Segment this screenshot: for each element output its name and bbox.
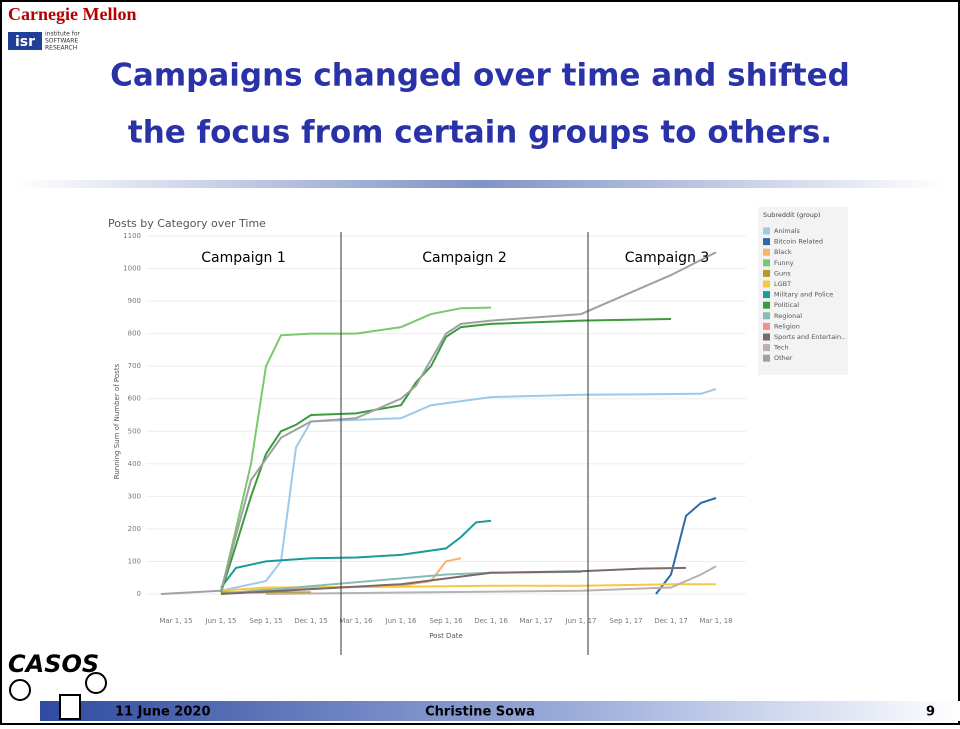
legend-swatch (763, 238, 770, 245)
campaign-label: Campaign 3 (625, 250, 709, 266)
slide-title: the focus from certain groups to others. (128, 115, 832, 151)
legend-label: Political (774, 301, 799, 309)
legend-label: Bitcoin Related (774, 238, 823, 246)
legend-swatch (763, 323, 770, 330)
isr-logo-text: isr (15, 34, 35, 50)
campaign-label: Campaign 2 (422, 250, 506, 266)
x-tick-label: Sep 1, 15 (249, 617, 282, 625)
x-tick-label: Dec 1, 16 (474, 617, 508, 625)
page-number: 9 (926, 705, 935, 720)
legend-title: Subreddit (group) (763, 211, 821, 219)
legend-label: Other (774, 354, 793, 362)
legend-swatch (763, 281, 770, 288)
university: Carnegie Mellon (8, 4, 136, 24)
x-tick-label: Sep 1, 17 (609, 617, 642, 625)
slide-title: Campaigns changed over time and shifted (110, 58, 850, 94)
legend-swatch (763, 259, 770, 266)
campaign-label: Campaign 1 (201, 250, 285, 266)
legend-swatch (763, 302, 770, 309)
y-tick-label: 400 (128, 460, 141, 468)
slide: Carnegie Mellon isr institute for SOFTWA… (0, 0, 960, 725)
y-tick-label: 1100 (123, 232, 141, 240)
footer-author: Christine Sowa (425, 705, 535, 720)
legend-label: LGBT (774, 280, 791, 288)
y-tick-label: 1000 (123, 265, 141, 273)
y-tick-label: 900 (128, 297, 141, 305)
legend-swatch (763, 334, 770, 341)
institute-line: institute for (45, 31, 81, 38)
legend-label: Animals (774, 227, 800, 235)
x-tick-label: Dec 1, 15 (294, 617, 328, 625)
y-tick-label: 200 (128, 525, 141, 533)
x-axis-label: Post Date (429, 632, 463, 640)
legend-swatch (763, 355, 770, 362)
legend-label: Sports and Entertain.. (774, 333, 845, 341)
legend-label: Guns (774, 269, 791, 277)
y-tick-label: 100 (128, 557, 141, 565)
legend-swatch (763, 249, 770, 256)
x-tick-label: Mar 1, 18 (699, 617, 732, 625)
casos-icon (10, 680, 30, 700)
x-tick-label: Mar 1, 17 (519, 617, 552, 625)
y-tick-label: 300 (128, 492, 141, 500)
casos-icon (86, 673, 106, 693)
y-tick-label: 600 (128, 395, 141, 403)
x-tick-label: Jun 1, 17 (565, 617, 597, 625)
x-tick-label: Sep 1, 16 (429, 617, 463, 625)
y-tick-label: 500 (128, 427, 141, 435)
casos-logo: CASOS (8, 650, 99, 678)
legend-swatch (763, 344, 770, 351)
y-axis-label: Running Sum of Number of Posts (113, 363, 121, 479)
legend-swatch (763, 270, 770, 277)
x-tick-label: Jun 1, 16 (385, 617, 418, 625)
legend-swatch (763, 291, 770, 298)
legend-label: Black (774, 248, 792, 256)
y-tick-label: 0 (137, 590, 141, 598)
x-tick-label: Mar 1, 16 (339, 617, 373, 625)
x-tick-label: Jun 1, 15 (205, 617, 237, 625)
page: Carnegie Mellon isr institute for SOFTWA… (0, 0, 960, 725)
legend-label: Military and Police (774, 291, 833, 299)
header-rule (15, 180, 945, 188)
legend-label: Funny (774, 259, 794, 267)
casos-icon (60, 695, 80, 719)
legend-label: Regional (774, 312, 802, 320)
legend-swatch (763, 228, 770, 235)
institute-line: SOFTWARE (45, 38, 78, 45)
y-tick-label: 700 (128, 362, 141, 370)
institute-line: RESEARCH (45, 45, 77, 52)
legend-label: Tech (773, 344, 789, 352)
y-tick-label: 800 (128, 330, 141, 338)
x-tick-label: Dec 1, 17 (654, 617, 688, 625)
chart-title: Posts by Category over Time (108, 217, 266, 230)
footer-date: 11 June 2020 (115, 705, 211, 720)
x-tick-label: Mar 1, 15 (159, 617, 192, 625)
legend-label: Religion (774, 322, 800, 330)
legend-swatch (763, 312, 770, 319)
